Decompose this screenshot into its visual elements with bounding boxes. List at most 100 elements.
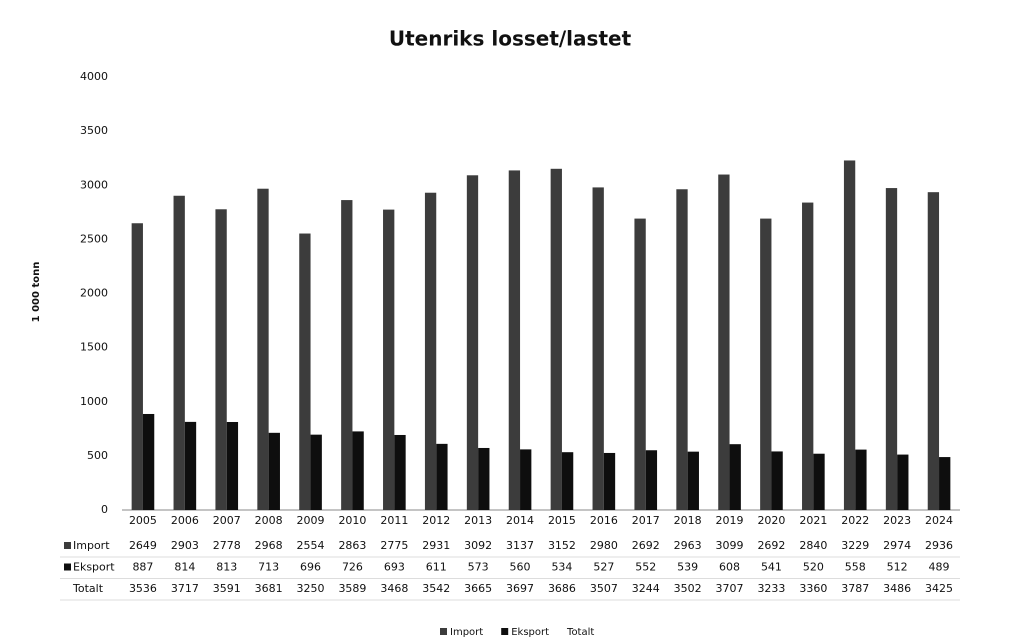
table-cell: 3425	[925, 582, 953, 595]
table-cell: 726	[342, 561, 363, 574]
x-tick-label: 2020	[757, 514, 785, 527]
y-axis-label: 1 000 tonn	[31, 262, 42, 323]
table-cell: 3507	[590, 582, 618, 595]
table-cell: 2775	[380, 539, 408, 552]
x-tick-label: 2010	[338, 514, 366, 527]
bar	[184, 421, 197, 510]
table-cell: 552	[635, 561, 656, 574]
bar	[424, 192, 437, 511]
x-tick-label: 2012	[422, 514, 450, 527]
bar	[927, 192, 940, 511]
legend-key	[501, 628, 509, 635]
table-cell: 3707	[716, 582, 744, 595]
bar	[897, 454, 909, 510]
table-cell: 3686	[548, 582, 576, 595]
table-cell: 693	[384, 561, 405, 574]
bar	[687, 451, 699, 510]
bar	[760, 218, 772, 510]
chart-title: Utenriks losset/lastet	[389, 27, 632, 51]
x-tick-label: 2021	[799, 514, 827, 527]
x-tick-label: 2023	[883, 514, 911, 527]
table-cell: 2936	[925, 539, 953, 552]
table-cell: 541	[761, 561, 782, 574]
bar	[592, 187, 604, 511]
bar	[383, 209, 395, 510]
table-cell: 713	[258, 561, 279, 574]
table-cell: 2692	[757, 539, 785, 552]
table-cell: 3697	[506, 582, 534, 595]
x-tick-label: 2005	[129, 514, 157, 527]
table-cell: 887	[132, 561, 153, 574]
y-tick-label: 1500	[80, 341, 108, 354]
y-tick-label: 3000	[80, 178, 108, 191]
table-cell: 2554	[297, 539, 325, 552]
table-cell: 560	[510, 561, 531, 574]
x-tick-label: 2019	[716, 514, 744, 527]
table-cell: 527	[593, 561, 614, 574]
y-tick-label: 4000	[80, 70, 108, 83]
bar	[257, 188, 269, 511]
bar	[466, 175, 479, 510]
table-cell: 611	[426, 561, 447, 574]
legend-label: Totalt	[566, 627, 594, 638]
table-cell: 2778	[213, 539, 241, 552]
table-cell: 2863	[338, 539, 366, 552]
bar	[394, 434, 406, 510]
table-row-label: Eksport	[73, 561, 115, 574]
bar	[634, 218, 646, 510]
table-cell: 3360	[799, 582, 827, 595]
table-cell: 2980	[590, 539, 618, 552]
bar	[310, 434, 322, 510]
legend-label: Import	[450, 627, 483, 638]
table-cell: 3542	[422, 582, 450, 595]
legend-label: Eksport	[511, 627, 549, 638]
bar	[436, 443, 448, 510]
table-cell: 539	[677, 561, 698, 574]
table-row-label: Totalt	[72, 582, 104, 595]
x-tick-label: 2022	[841, 514, 869, 527]
table-cell: 3486	[883, 582, 911, 595]
y-tick-label: 0	[101, 503, 108, 516]
table-cell: 3665	[464, 582, 492, 595]
bar	[855, 449, 867, 510]
table-cell: 3152	[548, 539, 576, 552]
table-cell: 3502	[674, 582, 702, 595]
table-cell: 2968	[255, 539, 283, 552]
bar	[352, 431, 364, 510]
y-tick-label: 3500	[80, 124, 108, 137]
table-cell: 814	[174, 561, 195, 574]
table-cell: 2840	[799, 539, 827, 552]
x-tick-label: 2018	[674, 514, 702, 527]
bar	[802, 202, 814, 510]
x-tick-label: 2006	[171, 514, 199, 527]
table-cell: 2963	[674, 539, 702, 552]
table-cell: 3244	[632, 582, 660, 595]
bar	[729, 444, 741, 510]
x-tick-label: 2024	[925, 514, 953, 527]
table-key	[64, 563, 71, 571]
bar	[939, 457, 951, 510]
x-tick-label: 2013	[464, 514, 492, 527]
x-tick-label: 2007	[213, 514, 241, 527]
table-cell: 3233	[757, 582, 785, 595]
bar	[771, 451, 783, 510]
table-cell: 3099	[716, 539, 744, 552]
x-tick-label: 2008	[255, 514, 283, 527]
table-cell: 813	[216, 561, 237, 574]
y-tick-label: 500	[87, 449, 108, 462]
bar	[268, 432, 280, 510]
y-tick-label: 2500	[80, 232, 108, 245]
bar	[299, 233, 311, 511]
table-cell: 489	[929, 561, 950, 574]
x-tick-label: 2009	[297, 514, 325, 527]
table-cell: 3137	[506, 539, 534, 552]
table-cell: 3229	[841, 539, 869, 552]
legend-key	[440, 628, 447, 635]
table-cell: 2974	[883, 539, 911, 552]
x-tick-label: 2011	[380, 514, 408, 527]
table-cell: 2692	[632, 539, 660, 552]
bar	[603, 452, 616, 510]
table-cell: 3787	[841, 582, 869, 595]
table-cell: 2649	[129, 539, 157, 552]
table-cell: 3250	[297, 582, 325, 595]
